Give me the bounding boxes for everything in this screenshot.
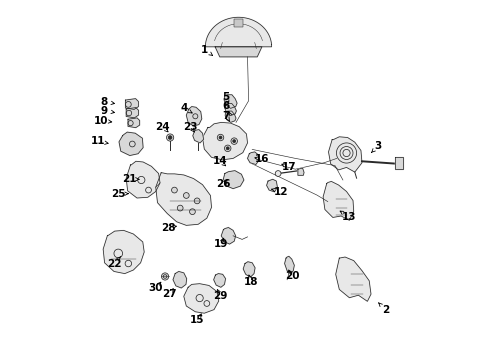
Polygon shape	[186, 107, 202, 126]
Text: 13: 13	[342, 212, 357, 222]
Text: 23: 23	[183, 122, 197, 132]
Text: 14: 14	[213, 156, 228, 166]
Text: 4: 4	[180, 103, 188, 113]
Polygon shape	[298, 168, 304, 175]
Text: 2: 2	[382, 305, 389, 315]
Polygon shape	[126, 161, 160, 198]
Text: 11: 11	[91, 136, 105, 147]
Polygon shape	[395, 157, 403, 169]
Polygon shape	[173, 271, 187, 288]
Text: 3: 3	[374, 141, 382, 151]
Text: 17: 17	[282, 162, 296, 172]
Polygon shape	[126, 108, 139, 118]
Text: 28: 28	[161, 222, 176, 233]
Polygon shape	[193, 130, 204, 143]
Polygon shape	[156, 173, 212, 225]
Circle shape	[231, 138, 238, 144]
Text: 30: 30	[148, 283, 163, 293]
Polygon shape	[323, 181, 354, 220]
Text: 18: 18	[244, 276, 259, 287]
Text: 9: 9	[100, 105, 107, 116]
Circle shape	[217, 134, 224, 141]
Text: 10: 10	[94, 116, 108, 126]
Circle shape	[224, 145, 231, 152]
Polygon shape	[267, 179, 277, 192]
Circle shape	[190, 209, 196, 215]
Text: 12: 12	[274, 186, 288, 197]
Text: 7: 7	[222, 111, 230, 121]
Polygon shape	[336, 257, 371, 301]
Circle shape	[169, 136, 172, 139]
Polygon shape	[125, 99, 139, 109]
Text: 19: 19	[213, 239, 228, 249]
Circle shape	[233, 140, 236, 143]
Text: 5: 5	[222, 92, 230, 102]
Circle shape	[162, 273, 169, 280]
Text: 29: 29	[213, 291, 228, 301]
Circle shape	[275, 171, 281, 176]
Polygon shape	[225, 111, 236, 122]
Polygon shape	[223, 171, 244, 189]
Text: 25: 25	[111, 189, 125, 199]
Polygon shape	[221, 228, 236, 244]
Circle shape	[167, 134, 174, 141]
Text: 8: 8	[100, 96, 107, 107]
Text: 27: 27	[162, 289, 177, 300]
Circle shape	[177, 205, 183, 211]
Polygon shape	[103, 230, 144, 274]
Text: 22: 22	[107, 258, 122, 269]
Text: 1: 1	[201, 45, 208, 55]
Polygon shape	[224, 95, 237, 108]
Polygon shape	[247, 152, 259, 165]
Polygon shape	[285, 256, 294, 274]
Circle shape	[194, 198, 200, 204]
Polygon shape	[328, 137, 362, 172]
Circle shape	[183, 193, 189, 198]
Polygon shape	[215, 47, 262, 57]
Polygon shape	[202, 122, 247, 160]
Circle shape	[226, 147, 229, 150]
Polygon shape	[225, 103, 236, 116]
Circle shape	[172, 187, 177, 193]
Bar	[234, 19, 243, 27]
Text: 21: 21	[122, 174, 136, 184]
Text: 16: 16	[255, 154, 270, 164]
Polygon shape	[214, 274, 225, 287]
Text: 15: 15	[190, 315, 205, 325]
Polygon shape	[205, 17, 271, 47]
Polygon shape	[184, 284, 219, 313]
Text: 6: 6	[222, 101, 230, 111]
Polygon shape	[128, 118, 140, 128]
Circle shape	[219, 136, 222, 139]
Polygon shape	[119, 132, 143, 156]
Text: 26: 26	[216, 179, 231, 189]
Text: 24: 24	[156, 122, 170, 132]
Text: 20: 20	[285, 271, 300, 282]
Polygon shape	[243, 262, 255, 277]
